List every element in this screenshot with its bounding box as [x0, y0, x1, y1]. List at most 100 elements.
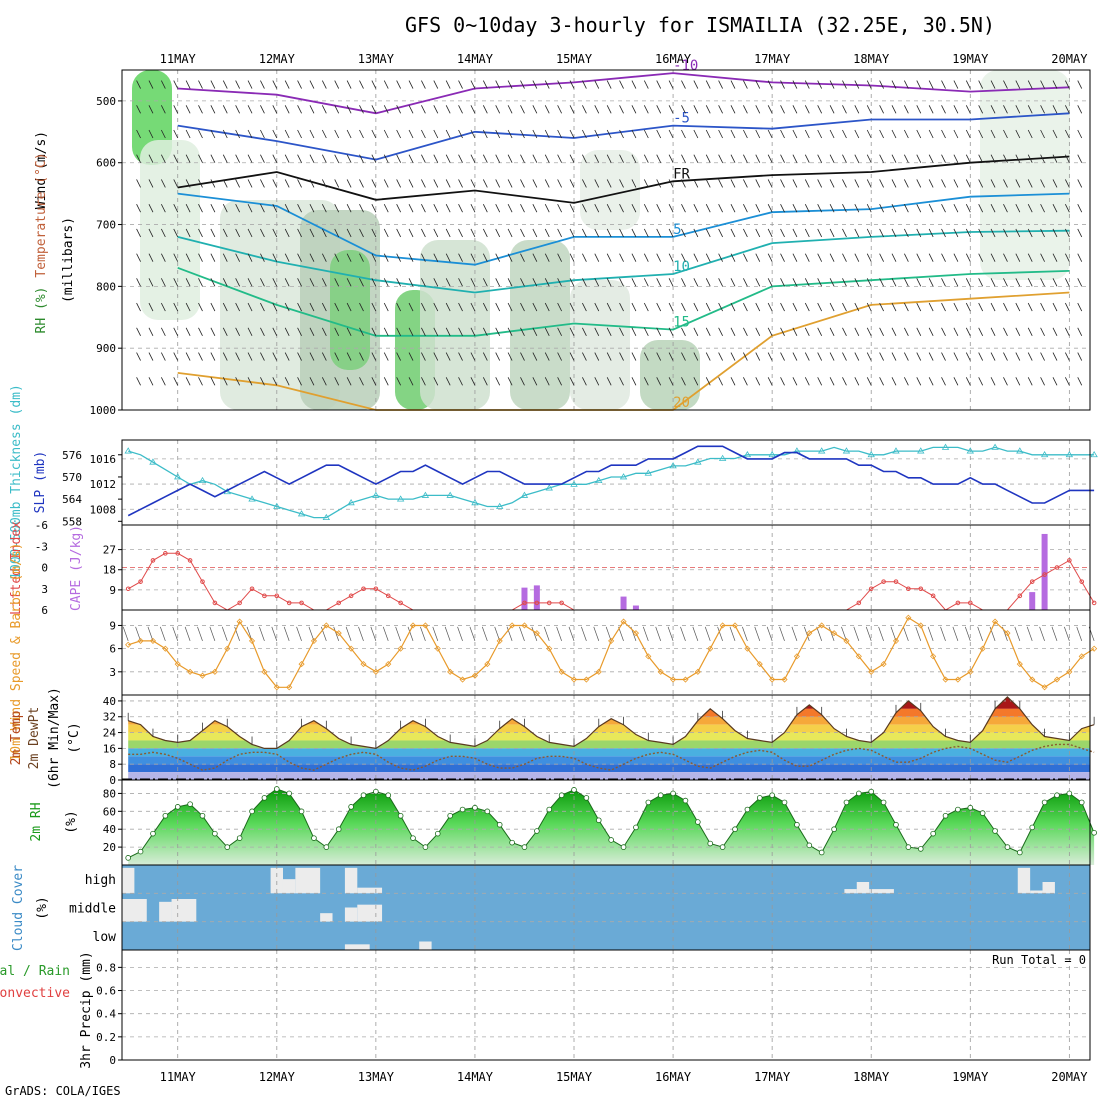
rh-point — [199, 812, 206, 819]
wind-barb — [978, 129, 984, 139]
wind-barb — [854, 302, 860, 312]
wind-barb — [1040, 80, 1045, 89]
wind-barb — [482, 228, 488, 238]
wind-barb — [532, 253, 538, 262]
lifted-index-point — [299, 600, 304, 606]
cloud-axis-label-1: Cloud Cover — [11, 865, 26, 951]
wind10m-barb — [333, 626, 340, 642]
wind-barb — [681, 253, 686, 262]
wind-barb — [507, 228, 513, 238]
wind-barb — [854, 204, 860, 213]
cloud-level-label: middle — [69, 902, 116, 917]
wind-barb — [643, 352, 649, 361]
wind10m-barb — [655, 626, 662, 642]
wind-barb — [842, 228, 847, 238]
wind-speed-point — [694, 668, 701, 675]
wind-barb — [1040, 129, 1045, 139]
wind10m-barb — [407, 626, 414, 642]
wind-barb — [1052, 377, 1058, 386]
wind-barb — [829, 228, 835, 238]
wind-barb — [1003, 228, 1008, 238]
wind-barb — [1065, 129, 1070, 139]
wind-barb — [284, 253, 290, 262]
wind-barb — [643, 377, 649, 386]
wind10m-barb — [779, 626, 785, 642]
wind-barb — [507, 154, 513, 163]
wind-barb — [272, 327, 278, 336]
wind-barb — [185, 377, 191, 386]
wind-barb — [755, 80, 761, 89]
date-label-bottom: 12MAY — [259, 1070, 296, 1084]
wind-barb — [705, 302, 711, 312]
wind-barb — [359, 80, 364, 89]
rh-point — [1054, 792, 1060, 799]
wind-barb — [470, 228, 476, 238]
wind-barb — [148, 278, 154, 287]
wind10m-barb — [593, 626, 600, 642]
wind-barb — [1065, 377, 1070, 386]
lifted-index-point — [522, 600, 527, 606]
cloud-clear-block — [419, 941, 432, 950]
wind-barb — [210, 228, 216, 238]
wind-barb — [594, 327, 600, 336]
wind-barb — [941, 253, 946, 262]
wind-barb — [730, 129, 736, 139]
temp2m-axis-label-1: 2m Temp — [9, 710, 24, 765]
wind-barb — [879, 80, 884, 89]
wind-barb — [383, 80, 389, 89]
wind-speed-point — [323, 622, 330, 629]
wind-barb — [272, 204, 278, 213]
wind-speed-point — [979, 645, 986, 652]
rh-point — [756, 795, 763, 801]
wind-speed-point — [744, 645, 751, 652]
wind-barb — [619, 302, 624, 312]
thickness-point — [396, 495, 405, 502]
wind-barb — [582, 377, 587, 386]
wind-barb — [297, 377, 302, 386]
wind-barb — [321, 352, 327, 361]
wind-barb — [866, 105, 872, 114]
wind10m-barb — [221, 626, 228, 642]
wind-barb — [668, 105, 674, 114]
wind-barb — [185, 179, 191, 188]
wind-barb — [767, 302, 773, 312]
wind-barb — [532, 377, 538, 386]
wind-barb — [458, 228, 463, 238]
wind-barb — [916, 377, 922, 386]
wind-barb — [1027, 352, 1033, 361]
wind-barb — [730, 105, 736, 114]
wind-barb — [272, 302, 278, 312]
wind-speed-point — [335, 630, 342, 637]
wind-barb — [507, 377, 513, 386]
cape-bar — [620, 596, 627, 610]
wind-barb — [445, 352, 451, 361]
wind-barb — [247, 352, 253, 361]
wind-barb — [643, 253, 649, 262]
wind10m-barb — [803, 626, 810, 642]
wind-barb — [321, 327, 327, 336]
wind-barb — [829, 327, 835, 336]
wind-barb — [185, 80, 191, 89]
wind-speed-point — [818, 622, 825, 629]
wind-barb — [594, 179, 600, 188]
wind-barb — [544, 253, 550, 262]
wind-barb — [619, 278, 624, 287]
wind-barb — [990, 253, 996, 262]
wind-barb — [829, 154, 835, 163]
rh-point — [509, 839, 515, 846]
wind-barb — [334, 105, 340, 114]
wind-barb — [260, 154, 265, 163]
wind-barb — [718, 80, 723, 89]
wind-barb — [1052, 105, 1058, 114]
cloud-clear-block — [122, 867, 135, 894]
wind-barb — [978, 352, 984, 361]
wind-barb — [705, 204, 711, 213]
rh-point — [534, 828, 540, 834]
wind-barb — [408, 179, 414, 188]
wind-barb — [371, 327, 377, 336]
wind-barb — [185, 352, 191, 361]
wind-barb — [507, 302, 513, 312]
wind-barb — [1077, 352, 1083, 361]
wind-barb — [495, 129, 501, 139]
wind10m-barb — [283, 626, 290, 642]
